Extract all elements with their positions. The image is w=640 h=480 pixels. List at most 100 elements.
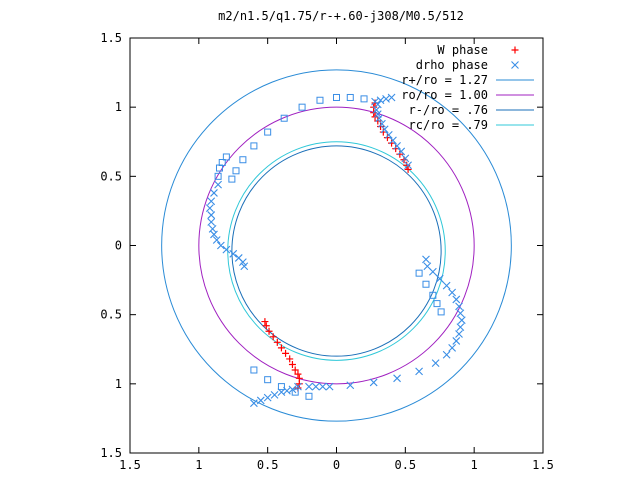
series-0-point-12 xyxy=(403,161,411,169)
series-1-point-11 xyxy=(389,136,397,145)
y-tick-label: 0.5 xyxy=(100,308,122,322)
circle-1 xyxy=(198,106,475,385)
series-0-point-19 xyxy=(288,360,296,368)
series-1-point-47 xyxy=(415,367,423,376)
series-0-point-26 xyxy=(262,322,270,330)
series-1-point-38 xyxy=(455,302,463,311)
series-1-point-5 xyxy=(372,106,381,114)
y-tick-label: 1.5 xyxy=(100,446,122,460)
series-0-point-16 xyxy=(295,374,303,382)
series-2-point-20 xyxy=(250,366,258,374)
series-1-point-14 xyxy=(401,154,410,163)
series-1-point-19 xyxy=(229,249,238,258)
circle-3 xyxy=(227,141,446,361)
x-tick-label: 0.5 xyxy=(394,458,416,472)
x-tick-label: 0 xyxy=(333,458,340,472)
series-1-point-57 xyxy=(256,396,265,405)
series-0-point-27 xyxy=(261,318,269,326)
legend-label-1: drho phase xyxy=(416,58,488,72)
series-1-point-35 xyxy=(442,281,451,290)
x-tick-label: 0.5 xyxy=(257,458,279,472)
series-2-point-16 xyxy=(214,172,222,180)
y-tick-label: 1.5 xyxy=(100,31,122,45)
chart-title: m2/n1.5/q1.75/r-+.60-j308/M0.5/512 xyxy=(218,9,464,23)
y-tick-label: 1 xyxy=(115,377,122,391)
x-tick-label: 1 xyxy=(195,458,202,472)
series-0-point-5 xyxy=(377,123,385,131)
series-1-point-25 xyxy=(207,218,216,226)
series-1-point-33 xyxy=(428,267,437,276)
series-2-point-4 xyxy=(437,308,445,316)
series-1-point-58 xyxy=(250,399,258,408)
series-2-point-19 xyxy=(222,153,230,161)
series-1-point-12 xyxy=(393,142,401,150)
series-1-point-50 xyxy=(346,381,355,390)
series-2-point-10 xyxy=(280,114,288,122)
legend-label-4: r-/ro = .76 xyxy=(409,103,488,117)
series-1-point-62 xyxy=(305,382,313,391)
series-1-point-49 xyxy=(369,378,378,387)
series-2-point-12 xyxy=(316,96,324,104)
series-0-point-18 xyxy=(291,366,299,374)
series-1-point-34 xyxy=(435,274,444,283)
series-2-point-24 xyxy=(305,392,313,400)
series-1-point-8 xyxy=(378,119,386,128)
y-axis-ticks: 1.5 1 0.5 0 0.5 1 1.5 xyxy=(100,31,543,460)
series-1-point-16 xyxy=(240,262,249,271)
series-1-point-21 xyxy=(216,241,225,250)
series-1-point-30 xyxy=(214,180,222,189)
series-0-point-23 xyxy=(273,338,281,346)
legend-label-2: r+/ro = 1.27 xyxy=(401,73,488,87)
series-2-point-3 xyxy=(433,300,441,308)
series-2-point-13 xyxy=(333,93,340,101)
series-2-point-6 xyxy=(232,167,240,175)
legend-swatch-1 xyxy=(511,61,519,69)
series-0-point-22 xyxy=(277,344,285,352)
series-1-point-48 xyxy=(393,374,401,383)
x-axis-ticks: 1.5 1 0.5 0 0.5 1 1.5 xyxy=(119,38,554,472)
data-markers xyxy=(205,93,466,408)
series-1-point-46 xyxy=(431,359,440,367)
series-0-point-4 xyxy=(374,117,382,125)
series-1-point-18 xyxy=(234,254,243,262)
series-1-point-61 xyxy=(311,382,320,391)
series-2-point-9 xyxy=(264,128,272,136)
series-0-point-17 xyxy=(294,370,302,378)
series-1-point-13 xyxy=(397,147,406,156)
series-1-point-31 xyxy=(422,255,430,264)
series-1-point-45 xyxy=(442,350,451,359)
series-0-point-20 xyxy=(286,355,294,363)
series-0-point-21 xyxy=(282,349,290,357)
series-1-point-44 xyxy=(448,343,457,352)
y-tick-label: 1 xyxy=(115,100,122,114)
series-1-point-29 xyxy=(210,189,218,197)
series-2-point-15 xyxy=(360,95,368,103)
series-2-point-22 xyxy=(277,383,285,391)
legend-label-0: W phase xyxy=(437,43,488,57)
x-tick-label: 1.5 xyxy=(119,458,141,472)
series-1-point-36 xyxy=(448,288,457,297)
series-1-point-26 xyxy=(207,211,216,219)
series-0-point-10 xyxy=(396,150,404,158)
circle-0 xyxy=(161,69,512,422)
series-2-point-21 xyxy=(264,376,272,384)
series-2-point-14 xyxy=(346,93,354,101)
series-1-point-22 xyxy=(212,236,221,244)
series-2-point-1 xyxy=(422,280,430,288)
series-0-point-24 xyxy=(269,333,277,341)
series-1-point-59 xyxy=(325,382,334,391)
series-1-point-42 xyxy=(455,330,463,338)
series-1-point-27 xyxy=(205,204,214,213)
series-2-point-11 xyxy=(298,103,306,111)
series-1-point-43 xyxy=(452,337,461,345)
series-1-point-9 xyxy=(380,125,389,134)
legend-label-5: rc/ro = .79 xyxy=(409,118,488,132)
circle-2 xyxy=(231,145,442,357)
series-0-point-13 xyxy=(404,165,412,173)
series-2-point-5 xyxy=(228,175,236,183)
y-tick-label: 0 xyxy=(115,239,122,253)
series-1-point-24 xyxy=(208,225,217,233)
x-tick-label: 1 xyxy=(471,458,478,472)
